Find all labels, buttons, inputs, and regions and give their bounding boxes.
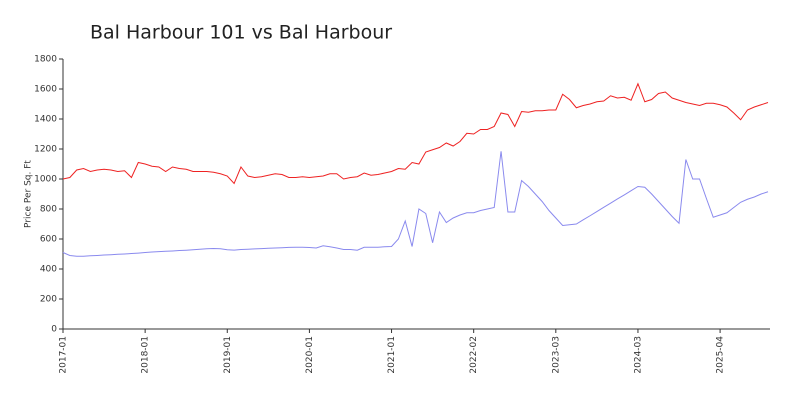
y-tick-label: 1200 bbox=[34, 145, 57, 155]
x-tick-label: 2017-01 bbox=[59, 336, 69, 374]
y-tick-label: 1000 bbox=[34, 175, 57, 185]
x-tick-label: 2020-01 bbox=[305, 336, 315, 374]
y-tick-label: 0 bbox=[51, 325, 57, 335]
x-tick-label: 2024-03 bbox=[633, 336, 643, 374]
x-tick-label: 2019-01 bbox=[223, 336, 233, 374]
y-tick-label: 1400 bbox=[34, 115, 57, 125]
chart-title: Bal Harbour 101 vs Bal Harbour bbox=[90, 22, 392, 44]
y-tick-label: 200 bbox=[40, 295, 57, 305]
y-tick-label: 1600 bbox=[34, 85, 57, 95]
y-axis-label: Price Per Sq. Ft bbox=[24, 160, 34, 228]
line-series bbox=[62, 151, 769, 257]
y-tick-label: 400 bbox=[40, 265, 57, 275]
x-tick-label: 2025-04 bbox=[716, 336, 726, 374]
y-tick-label: 800 bbox=[40, 205, 57, 215]
y-tick-label: 600 bbox=[40, 235, 57, 245]
line-series bbox=[62, 82, 769, 185]
x-tick-label: 2023-03 bbox=[551, 336, 561, 374]
x-tick-label: 2018-01 bbox=[141, 336, 151, 374]
y-tick-label: 1800 bbox=[34, 55, 57, 65]
x-tick-label: 2022-02 bbox=[469, 336, 479, 374]
x-tick-label: 2021-01 bbox=[387, 336, 397, 374]
